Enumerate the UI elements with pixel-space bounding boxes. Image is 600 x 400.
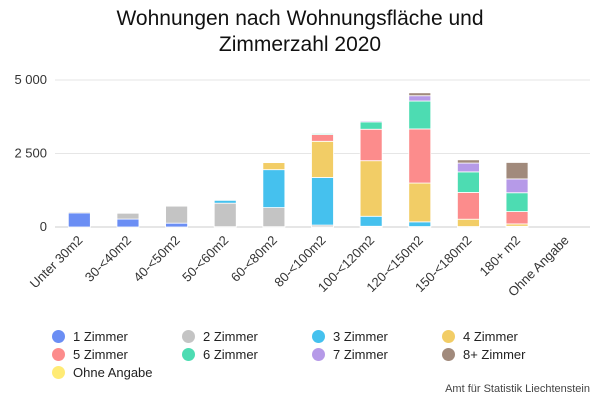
legend-label: 2 Zimmer xyxy=(203,328,258,344)
bar-segment xyxy=(262,162,286,171)
bar-segment xyxy=(505,211,529,225)
bar-segment xyxy=(311,177,334,226)
legend-swatch xyxy=(52,329,65,343)
bar-segment xyxy=(116,212,140,220)
legend-swatch xyxy=(442,329,455,343)
legend-item[interactable]: 1 Zimmer xyxy=(52,328,128,344)
legend-label: 6 Zimmer xyxy=(203,346,258,362)
legend-swatch xyxy=(182,329,195,343)
bar-segment xyxy=(457,171,480,193)
chart-title: Wohnungen nach Wohnungsfläche und Zimmer… xyxy=(0,6,600,58)
legend-item[interactable]: 6 Zimmer xyxy=(182,346,258,362)
x-tick-label: Unter 30m2 xyxy=(27,233,86,292)
legend-item[interactable]: 7 Zimmer xyxy=(312,346,388,362)
bar-segment xyxy=(116,218,140,228)
x-tick-label: 30-<40m2 xyxy=(82,233,134,285)
bar-segment xyxy=(408,128,432,184)
bar-segment xyxy=(408,182,432,223)
bar-segment xyxy=(359,160,383,217)
bar-segment xyxy=(213,199,237,204)
bar-segment xyxy=(457,162,480,173)
legend-swatch xyxy=(442,347,455,361)
bar-segment xyxy=(457,192,480,220)
x-tick-label: 40-<50m2 xyxy=(130,233,182,285)
bar-segment xyxy=(165,222,188,228)
legend-swatch xyxy=(312,329,325,343)
bar-segment xyxy=(311,134,334,142)
source-credit: Amt für Statistik Liechtenstein xyxy=(445,383,590,395)
x-tick-label: 180+ m2 xyxy=(477,233,524,280)
legend-item[interactable]: 5 Zimmer xyxy=(52,346,128,362)
x-tick-label: 50-<60m2 xyxy=(179,233,231,285)
bar-segment xyxy=(505,178,529,194)
legend-label: 3 Zimmer xyxy=(333,328,388,344)
y-tick-label: 0 xyxy=(40,219,47,234)
chart-title-line-1: Wohnungen nach Wohnungsfläche und xyxy=(116,7,484,30)
x-tick-label: 60-<80m2 xyxy=(228,233,280,285)
legend-label: 7 Zimmer xyxy=(333,346,388,362)
bar-segment xyxy=(408,92,432,97)
y-tick-label: 2 500 xyxy=(14,146,47,161)
bar-segment xyxy=(408,95,432,102)
bar-segment xyxy=(311,140,334,178)
bar-segment xyxy=(359,121,383,130)
bar-segment xyxy=(408,100,432,130)
legend-item[interactable]: 4 Zimmer xyxy=(442,328,518,344)
bar-segment xyxy=(165,205,188,224)
bar-segment xyxy=(457,159,480,164)
legend-swatch xyxy=(52,365,65,379)
legend-label: 4 Zimmer xyxy=(463,328,518,344)
bar-segment xyxy=(262,207,286,228)
y-tick-label: 5 000 xyxy=(14,72,47,87)
legend-item[interactable]: Ohne Angabe xyxy=(52,364,153,380)
legend-label: 8+ Zimmer xyxy=(463,346,526,362)
legend-label: 1 Zimmer xyxy=(73,328,128,344)
bar-segment xyxy=(505,162,529,180)
bar-segment xyxy=(505,192,529,212)
legend-item[interactable]: 8+ Zimmer xyxy=(442,346,525,362)
bar-segment xyxy=(359,215,383,227)
bar-segment xyxy=(457,218,480,227)
bar-segment xyxy=(213,202,237,228)
legend-item[interactable]: 2 Zimmer xyxy=(182,328,258,344)
legend-swatch xyxy=(182,347,195,361)
bar-segment xyxy=(359,128,383,162)
bar-segment xyxy=(408,221,432,227)
bar-segment xyxy=(67,212,91,228)
bar-segment xyxy=(262,169,286,208)
chart-title-line-2: Zimmerzahl 2020 xyxy=(218,33,382,56)
legend-item[interactable]: 3 Zimmer xyxy=(312,328,388,344)
legend-label: Ohne Angabe xyxy=(73,364,153,380)
legend-swatch xyxy=(52,347,65,361)
legend-swatch xyxy=(312,347,325,361)
legend-label: 5 Zimmer xyxy=(73,346,128,362)
bar-segment xyxy=(359,119,383,122)
